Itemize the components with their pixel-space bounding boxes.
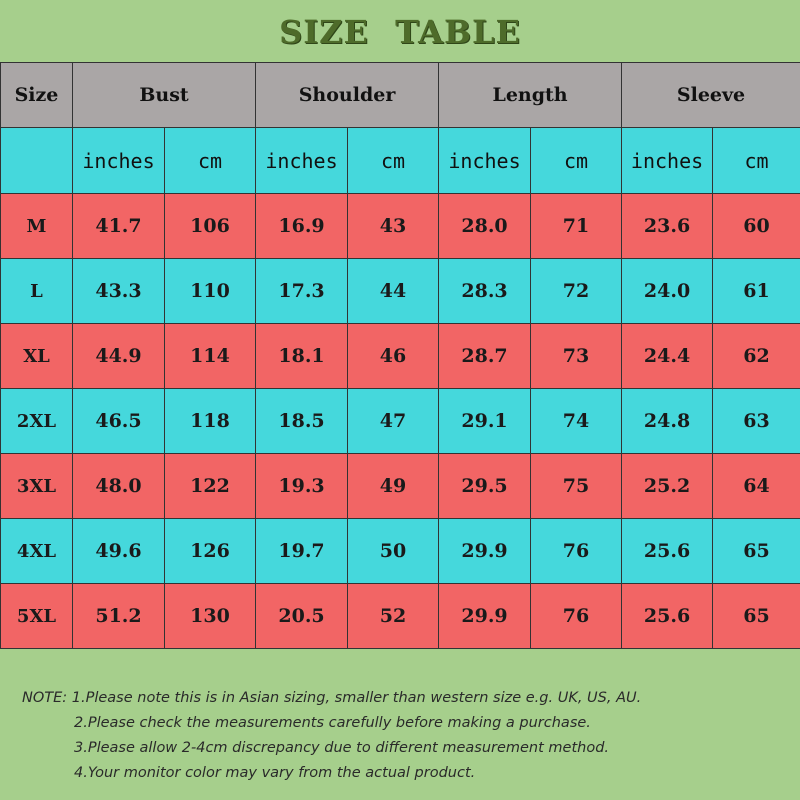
value-cell: 61	[712, 258, 800, 324]
value-cell: 76	[530, 583, 623, 649]
length-header: Length	[438, 62, 623, 128]
size-table: Size Bust Shoulder Length Sleeve inches …	[0, 62, 800, 649]
value-cell: 46	[347, 323, 440, 389]
value-cell: 74	[530, 388, 623, 454]
value-cell: 44	[347, 258, 440, 324]
value-cell: 50	[347, 518, 440, 584]
value-cell: 130	[163, 583, 257, 649]
value-cell: 63	[712, 388, 800, 454]
table-row: M 41.7 106 16.9 43 28.0 71 23.6 60	[0, 193, 800, 259]
table-row: XL 44.9 114 18.1 46 28.7 73 24.4 62	[0, 323, 800, 389]
value-cell: 71	[530, 193, 623, 259]
value-cell: 43.3	[72, 258, 165, 324]
unit-cell: cm	[347, 127, 440, 194]
value-cell: 114	[163, 323, 257, 389]
value-cell: 24.0	[621, 258, 714, 324]
value-cell: 29.1	[438, 388, 532, 454]
table-row: 5XL 51.2 130 20.5 52 29.9 76 25.6 65	[0, 583, 800, 649]
value-cell: 25.6	[621, 518, 714, 584]
notes: NOTE: 1.Please note this is in Asian siz…	[22, 686, 792, 786]
unit-cell: inches	[438, 127, 532, 194]
value-cell: 24.8	[621, 388, 714, 454]
value-cell: 118	[163, 388, 257, 454]
value-cell: 106	[163, 193, 257, 259]
shoulder-header: Shoulder	[255, 62, 440, 128]
table-row: 4XL 49.6 126 19.7 50 29.9 76 25.6 65	[0, 518, 800, 584]
value-cell: 52	[347, 583, 440, 649]
value-cell: 25.6	[621, 583, 714, 649]
unit-cell: cm	[163, 127, 257, 194]
value-cell: 25.2	[621, 453, 714, 519]
value-cell: 76	[530, 518, 623, 584]
value-cell: 28.0	[438, 193, 532, 259]
units-blank-cell	[0, 127, 73, 194]
page-title: SIZE TABLE	[279, 13, 521, 51]
value-cell: 29.5	[438, 453, 532, 519]
value-cell: 47	[347, 388, 440, 454]
value-cell: 64	[712, 453, 800, 519]
sleeve-header: Sleeve	[621, 62, 800, 128]
value-cell: 44.9	[72, 323, 165, 389]
value-cell: 122	[163, 453, 257, 519]
units-row: inches cm inches cm inches cm inches cm	[0, 127, 800, 194]
value-cell: 60	[712, 193, 800, 259]
size-cell: M	[0, 193, 73, 259]
value-cell: 48.0	[72, 453, 165, 519]
unit-cell: inches	[72, 127, 165, 194]
value-cell: 29.9	[438, 518, 532, 584]
value-cell: 51.2	[72, 583, 165, 649]
unit-cell: inches	[621, 127, 714, 194]
value-cell: 24.4	[621, 323, 714, 389]
value-cell: 18.1	[255, 323, 349, 389]
value-cell: 17.3	[255, 258, 349, 324]
value-cell: 49	[347, 453, 440, 519]
value-cell: 110	[163, 258, 257, 324]
value-cell: 19.3	[255, 453, 349, 519]
value-cell: 65	[712, 518, 800, 584]
size-cell: 3XL	[0, 453, 73, 519]
value-cell: 72	[530, 258, 623, 324]
bust-header: Bust	[71, 62, 257, 128]
value-cell: 16.9	[255, 193, 349, 259]
value-cell: 49.6	[72, 518, 165, 584]
value-cell: 46.5	[72, 388, 165, 454]
value-cell: 28.3	[438, 258, 532, 324]
note-line: NOTE: 1.Please note this is in Asian siz…	[22, 690, 642, 706]
note-line: 2.Please check the measurements carefull…	[74, 715, 591, 731]
value-cell: 23.6	[621, 193, 714, 259]
unit-cell: cm	[530, 127, 623, 194]
size-header: Size	[0, 62, 73, 128]
table-row: 3XL 48.0 122 19.3 49 29.5 75 25.2 64	[0, 453, 800, 519]
table-row: 2XL 46.5 118 18.5 47 29.1 74 24.8 63	[0, 388, 800, 454]
unit-cell: inches	[255, 127, 349, 194]
value-cell: 62	[712, 323, 800, 389]
value-cell: 126	[163, 518, 257, 584]
size-cell: 2XL	[0, 388, 73, 454]
size-cell: L	[0, 258, 73, 324]
header-row: Size Bust Shoulder Length Sleeve	[0, 62, 800, 128]
unit-cell: cm	[712, 127, 800, 194]
value-cell: 20.5	[255, 583, 349, 649]
size-cell: 4XL	[0, 518, 73, 584]
value-cell: 18.5	[255, 388, 349, 454]
value-cell: 73	[530, 323, 623, 389]
value-cell: 75	[530, 453, 623, 519]
note-line: 4.Your monitor color may vary from the a…	[74, 765, 476, 781]
value-cell: 19.7	[255, 518, 349, 584]
value-cell: 28.7	[438, 323, 532, 389]
value-cell: 43	[347, 193, 440, 259]
value-cell: 65	[712, 583, 800, 649]
value-cell: 29.9	[438, 583, 532, 649]
value-cell: 41.7	[72, 193, 165, 259]
note-line: 3.Please allow 2-4cm discrepancy due to …	[74, 740, 610, 756]
table-row: L 43.3 110 17.3 44 28.3 72 24.0 61	[0, 258, 800, 324]
size-cell: 5XL	[0, 583, 73, 649]
size-cell: XL	[0, 323, 73, 389]
